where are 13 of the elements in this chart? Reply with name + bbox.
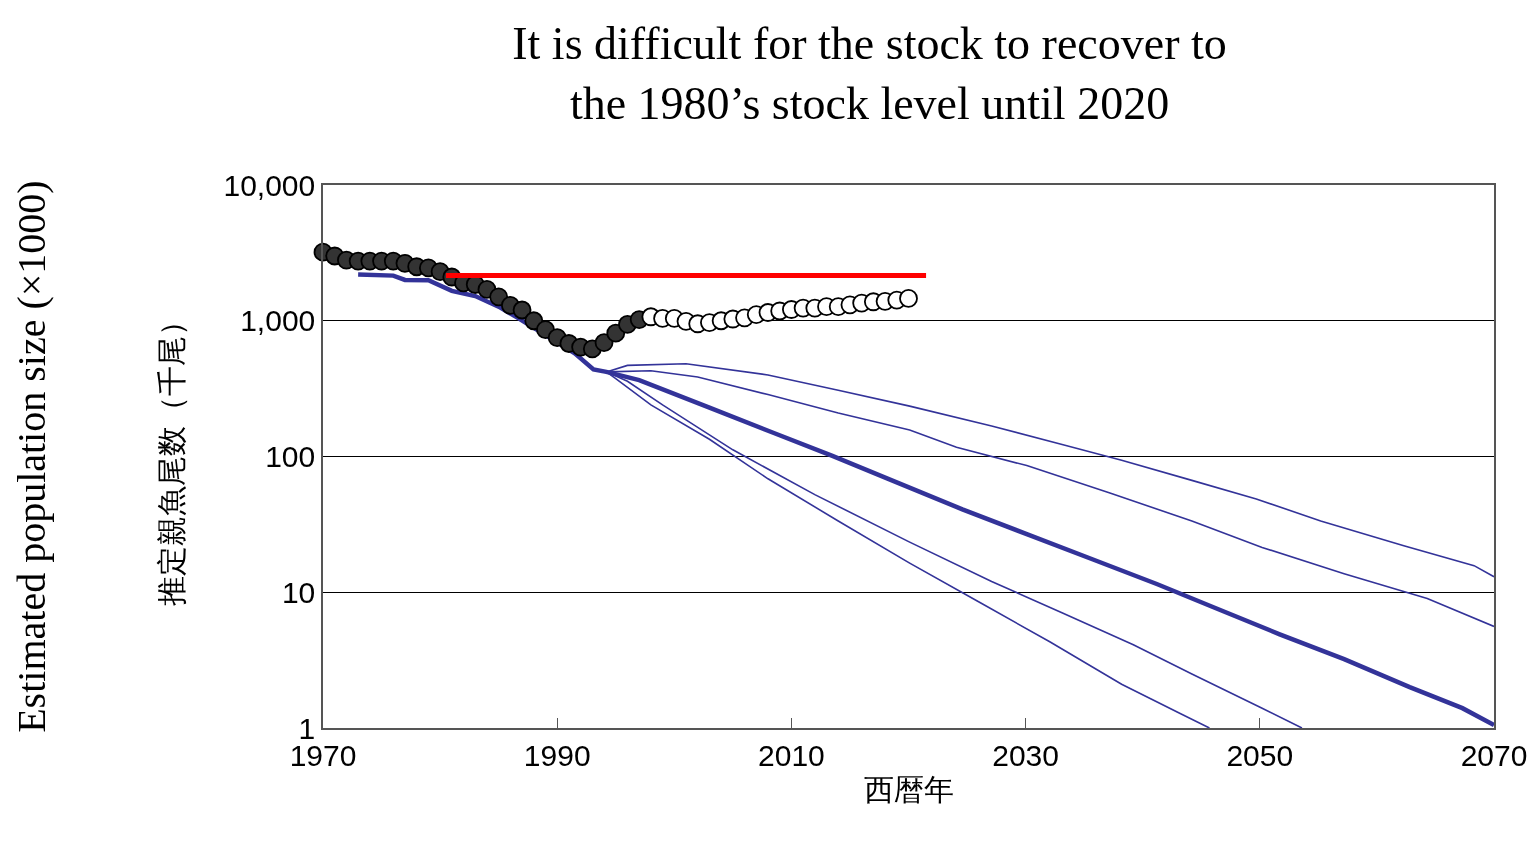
chart-title: It is difficult for the stock to recover to the 1980’s stock level until 2020 — [512, 18, 1227, 130]
x-tick-label: 1990 — [523, 738, 591, 772]
x-tick-label: 2010 — [758, 738, 825, 772]
y-tick-label: 10 — [281, 575, 316, 609]
text: 推定親魚尾数（千尾） — [155, 306, 189, 607]
y-axis-title: Estimated population size (×1000) — [8, 180, 54, 733]
x-tick-label: 2030 — [992, 738, 1059, 772]
y-tick-label: 100 — [265, 440, 316, 473]
x-tick-label: 2070 — [1460, 738, 1528, 772]
y-tick-label: 10,000 — [223, 168, 316, 202]
x-tick-label: 2050 — [1226, 738, 1294, 772]
x-axis-title: 西暦年 — [863, 772, 954, 806]
y-tick-label: 1,000 — [240, 304, 316, 338]
